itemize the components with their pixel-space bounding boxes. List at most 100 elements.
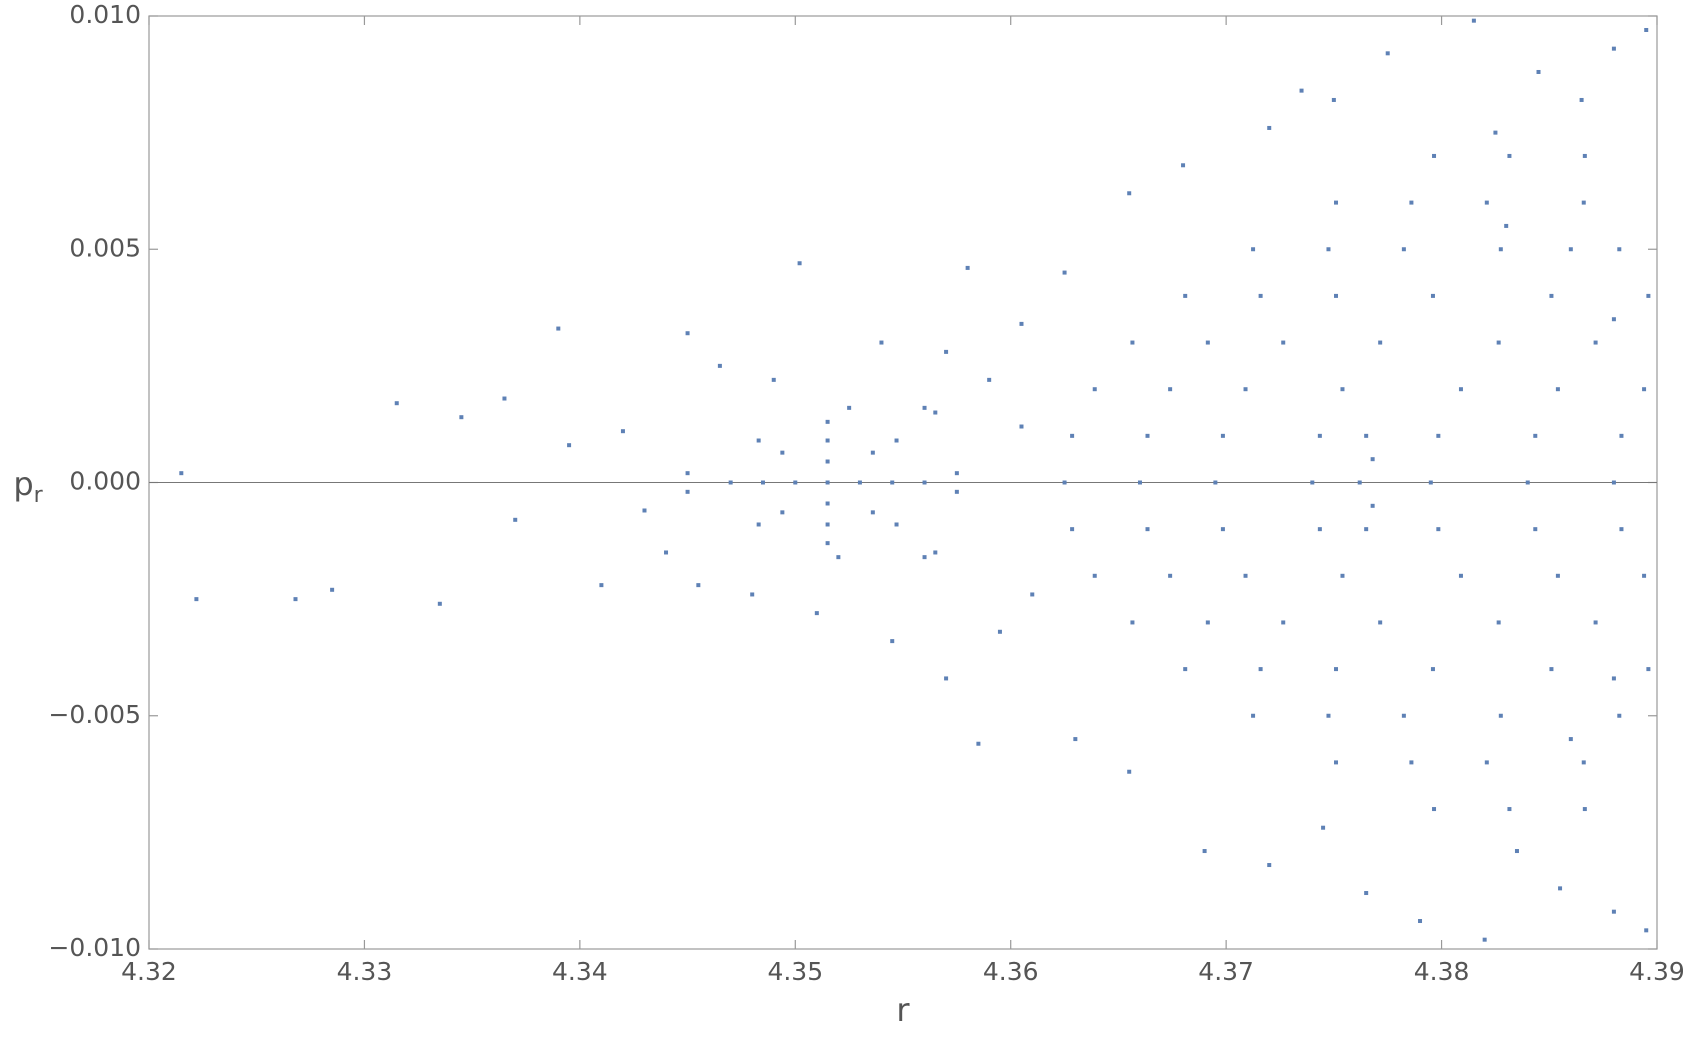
point (1202, 849, 1207, 854)
point (1581, 760, 1586, 765)
point (1646, 667, 1651, 672)
point (1568, 247, 1573, 252)
x-tick-label: 4.36 (983, 957, 1039, 986)
point (857, 480, 862, 485)
point (793, 480, 798, 485)
point (879, 340, 884, 345)
point (1145, 527, 1150, 532)
y-axis-label: pr (13, 465, 43, 508)
point (1525, 480, 1530, 485)
point (1642, 387, 1647, 392)
point (825, 541, 830, 546)
point (1137, 480, 1142, 485)
point (1378, 340, 1383, 345)
x-tick-label: 4.34 (552, 957, 608, 986)
point (1243, 573, 1248, 578)
point (933, 550, 938, 555)
point (685, 331, 690, 336)
point (1549, 667, 1554, 672)
point (760, 480, 765, 485)
point (750, 592, 755, 597)
point (1183, 293, 1188, 298)
point (1299, 88, 1304, 93)
point (459, 415, 464, 420)
point (894, 438, 899, 443)
point (1334, 200, 1339, 205)
point (780, 510, 785, 515)
point (1593, 340, 1598, 345)
point (1130, 340, 1135, 345)
point (717, 363, 722, 368)
point (1243, 387, 1248, 392)
point (1458, 387, 1463, 392)
x-axis-label: r (896, 991, 910, 1029)
point (1385, 51, 1390, 56)
point (1092, 387, 1097, 392)
point (1130, 620, 1135, 625)
point (1378, 620, 1383, 625)
point (1340, 573, 1345, 578)
point (1498, 247, 1503, 252)
point (1401, 247, 1406, 252)
point (394, 401, 399, 406)
point (825, 522, 830, 527)
point (1428, 480, 1433, 485)
point (1611, 909, 1616, 914)
point (437, 601, 442, 606)
point (987, 377, 992, 382)
point (954, 489, 959, 494)
point (1127, 769, 1132, 774)
point (1471, 18, 1476, 23)
point (1267, 125, 1272, 130)
point (1409, 200, 1414, 205)
point (1418, 919, 1423, 924)
point (1549, 293, 1554, 298)
point (1579, 97, 1584, 102)
point (1168, 387, 1173, 392)
point (1334, 760, 1339, 765)
point (1340, 387, 1345, 392)
point (1432, 153, 1437, 158)
point (797, 261, 802, 266)
point (825, 501, 830, 506)
point (1070, 433, 1075, 438)
point (780, 450, 785, 455)
point (954, 471, 959, 476)
point (1581, 200, 1586, 205)
point (771, 377, 776, 382)
point (965, 265, 970, 270)
point (1507, 807, 1512, 812)
point (825, 438, 830, 443)
point (1617, 247, 1622, 252)
y-tick-label: 0.000 (69, 467, 141, 496)
point (836, 555, 841, 560)
point (1555, 387, 1560, 392)
point (870, 450, 875, 455)
point (1220, 433, 1225, 438)
y-tick-label: −0.005 (48, 700, 141, 729)
point (1364, 527, 1369, 532)
point (620, 429, 625, 434)
point (1514, 849, 1519, 854)
point (1127, 191, 1132, 196)
point (756, 438, 761, 443)
y-tick-label: 0.005 (69, 233, 141, 262)
point (685, 471, 690, 476)
point (1646, 293, 1651, 298)
point (1642, 573, 1647, 578)
point (502, 396, 507, 401)
point (944, 676, 949, 681)
x-tick-label: 4.38 (1414, 957, 1470, 986)
point (1258, 667, 1263, 672)
point (1582, 153, 1587, 158)
point (922, 405, 927, 410)
point (944, 349, 949, 354)
point (556, 326, 561, 331)
point (1251, 713, 1256, 718)
point (756, 522, 761, 527)
y-tick-label: 0.010 (69, 0, 141, 29)
point (567, 443, 572, 448)
point (1310, 480, 1315, 485)
